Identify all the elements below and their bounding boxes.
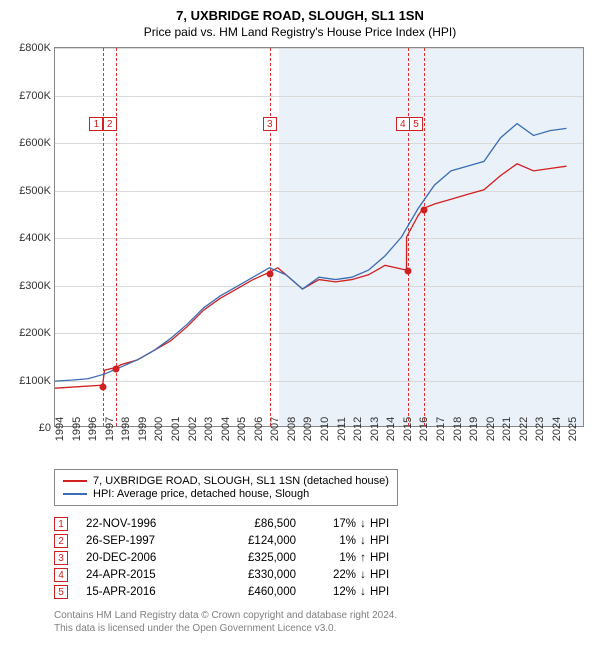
event-price: £86,500 xyxy=(216,518,316,530)
sale-point xyxy=(100,383,107,390)
event-pct: 22% xyxy=(316,569,356,581)
event-row: 5 15-APR-2016£460,00012%↓HPI xyxy=(54,585,588,599)
attribution-line: This data is licensed under the Open Gov… xyxy=(54,622,588,635)
event-price: £330,000 xyxy=(216,569,316,581)
event-row-marker: 5 xyxy=(54,585,68,599)
y-tick-label: £800K xyxy=(19,42,55,54)
y-tick-label: £300K xyxy=(19,280,55,292)
events-table: 122-NOV-1996£86,50017%↓HPI226-SEP-1997£1… xyxy=(54,517,588,599)
legend-box: 7, UXBRIDGE ROAD, SLOUGH, SL1 1SN (detac… xyxy=(54,469,398,506)
legend-swatch xyxy=(63,480,87,482)
event-row: 2 26-SEP-1997£124,0001%↓HPI xyxy=(54,534,588,548)
series-price_paid xyxy=(55,164,566,388)
attribution-line: Contains HM Land Registry data © Crown c… xyxy=(54,609,588,622)
event-arrow-icon: ↓ xyxy=(356,569,370,581)
y-tick-label: £600K xyxy=(19,137,55,149)
event-date: 20-DEC-2006 xyxy=(86,552,216,564)
chart-title: 7, UXBRIDGE ROAD, SLOUGH, SL1 1SN xyxy=(12,8,588,23)
event-arrow-icon: ↓ xyxy=(356,586,370,598)
event-marker-4: 4 xyxy=(396,117,410,131)
legend-item: 7, UXBRIDGE ROAD, SLOUGH, SL1 1SN (detac… xyxy=(63,475,389,487)
event-price: £460,000 xyxy=(216,586,316,598)
sale-point xyxy=(266,270,273,277)
event-date: 24-APR-2015 xyxy=(86,569,216,581)
event-marker-5: 5 xyxy=(409,117,423,131)
event-price: £325,000 xyxy=(216,552,316,564)
event-row: 1 22-NOV-1996£86,50017%↓HPI xyxy=(54,517,588,531)
event-row: 4 24-APR-2015£330,00022%↓HPI xyxy=(54,568,588,582)
event-marker-2: 2 xyxy=(103,117,117,131)
event-pct: 1% xyxy=(316,552,356,564)
legend-swatch xyxy=(63,493,87,495)
event-pct: 17% xyxy=(316,518,356,530)
event-hpi-label: HPI xyxy=(370,552,400,564)
event-row-marker: 2 xyxy=(54,534,68,548)
legend-label: HPI: Average price, detached house, Slou… xyxy=(93,488,309,500)
y-tick-label: £500K xyxy=(19,185,55,197)
event-hpi-label: HPI xyxy=(370,535,400,547)
event-marker-1: 1 xyxy=(89,117,103,131)
event-marker-3: 3 xyxy=(263,117,277,131)
sale-point xyxy=(421,206,428,213)
event-row-marker: 3 xyxy=(54,551,68,565)
event-row-marker: 1 xyxy=(54,517,68,531)
event-date: 26-SEP-1997 xyxy=(86,535,216,547)
event-arrow-icon: ↑ xyxy=(356,552,370,564)
y-tick-label: £200K xyxy=(19,327,55,339)
y-tick-label: £100K xyxy=(19,375,55,387)
series-hpi xyxy=(55,124,566,382)
event-row: 3 20-DEC-2006£325,0001%↑HPI xyxy=(54,551,588,565)
chart-subtitle: Price paid vs. HM Land Registry's House … xyxy=(12,25,588,39)
event-arrow-icon: ↓ xyxy=(356,518,370,530)
event-row-marker: 4 xyxy=(54,568,68,582)
legend-item: HPI: Average price, detached house, Slou… xyxy=(63,488,389,500)
event-hpi-label: HPI xyxy=(370,586,400,598)
event-price: £124,000 xyxy=(216,535,316,547)
event-date: 22-NOV-1996 xyxy=(86,518,216,530)
legend-label: 7, UXBRIDGE ROAD, SLOUGH, SL1 1SN (detac… xyxy=(93,475,389,487)
y-tick-label: £700K xyxy=(19,90,55,102)
event-pct: 1% xyxy=(316,535,356,547)
y-tick-label: £400K xyxy=(19,232,55,244)
event-date: 15-APR-2016 xyxy=(86,586,216,598)
sale-point xyxy=(404,268,411,275)
event-arrow-icon: ↓ xyxy=(356,535,370,547)
x-axis: 1994199519961997199819992000200120022003… xyxy=(54,427,584,463)
chart-plot-area: 12345 £0£100K£200K£300K£400K£500K£600K£7… xyxy=(54,47,584,427)
sale-point xyxy=(113,366,120,373)
attribution: Contains HM Land Registry data © Crown c… xyxy=(54,609,588,635)
y-tick-label: £0 xyxy=(39,422,55,434)
event-hpi-label: HPI xyxy=(370,569,400,581)
event-hpi-label: HPI xyxy=(370,518,400,530)
event-pct: 12% xyxy=(316,586,356,598)
